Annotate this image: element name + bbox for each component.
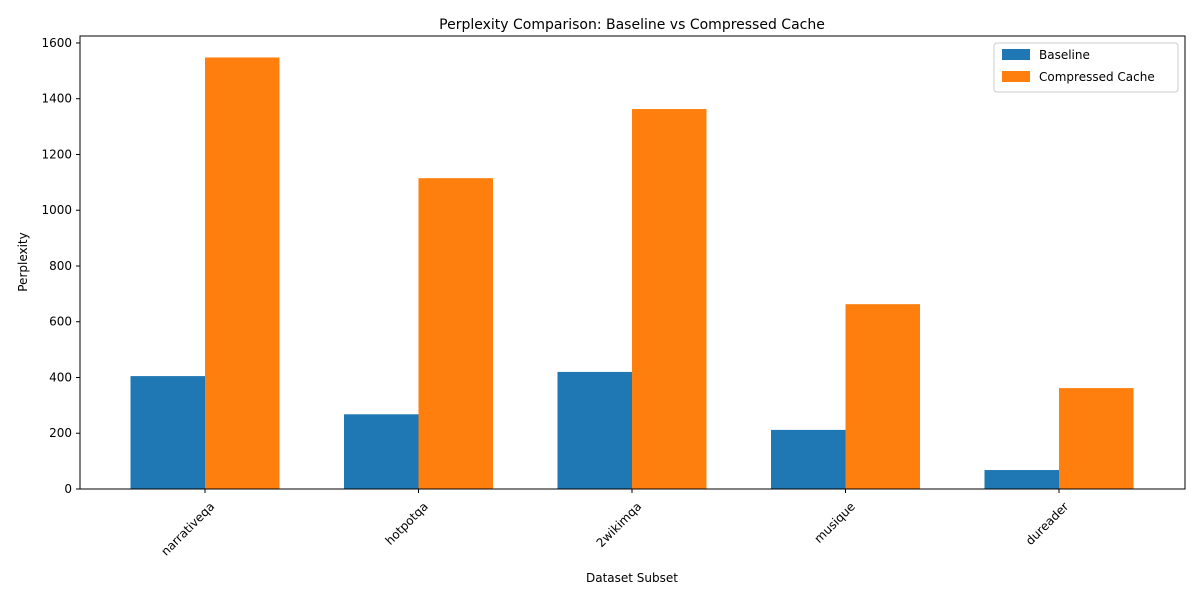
y-tick-label: 400: [49, 370, 72, 384]
bar-compressed-cache-musique: [845, 304, 920, 489]
legend-label-baseline: Baseline: [1039, 48, 1090, 62]
bar-compressed-cache-dureader: [1059, 388, 1134, 489]
x-axis: narrativeqa hotpotqa 2wikimqa musique duread…: [158, 489, 1071, 558]
bar-baseline-2wikimqa: [557, 371, 632, 489]
bar-compressed-cache-2wikimqa: [632, 109, 707, 489]
legend-frame: [993, 42, 1179, 93]
bars-layer: [130, 57, 1134, 489]
bar-compressed-cache-narrativeqa: [205, 57, 280, 489]
y-tick-label: 1400: [41, 92, 72, 106]
x-tick-label-dureader: dureader: [1023, 499, 1072, 548]
y-axis: 0 200 400 600 800 1000 1200 1400 1600: [41, 36, 80, 496]
y-tick-label: 1000: [41, 203, 72, 217]
x-tick-label-narrativeqa: narrativeqa: [158, 499, 217, 558]
x-tick-label-2wikimqa: 2wikimqa: [594, 499, 645, 550]
bar-baseline-hotpotqa: [344, 414, 419, 489]
y-tick-label: 200: [49, 426, 72, 440]
x-tick-label-hotpotqa: hotpotqa: [383, 499, 431, 547]
bar-baseline-musique: [771, 429, 846, 489]
legend-swatch-compressed-cache: [1002, 71, 1030, 82]
x-tick-label-musique: musique: [812, 499, 858, 545]
y-tick-label: 1600: [41, 36, 72, 50]
legend: Baseline Compressed Cache: [993, 42, 1179, 93]
bar-compressed-cache-hotpotqa: [418, 178, 493, 489]
y-tick-label: 800: [49, 259, 72, 273]
y-axis-title: Perplexity: [16, 232, 30, 292]
x-axis-title: Dataset Subset: [586, 571, 678, 585]
y-tick-label: 1200: [41, 147, 72, 161]
legend-swatch-baseline: [1002, 49, 1030, 60]
legend-label-compressed-cache: Compressed Cache: [1039, 70, 1155, 84]
y-tick-label: 600: [49, 315, 72, 329]
bar-baseline-dureader: [984, 470, 1059, 489]
bar-baseline-narrativeqa: [130, 376, 205, 489]
y-tick-label: 0: [64, 482, 72, 496]
chart-title: Perplexity Comparison: Baseline vs Compr…: [439, 17, 825, 33]
